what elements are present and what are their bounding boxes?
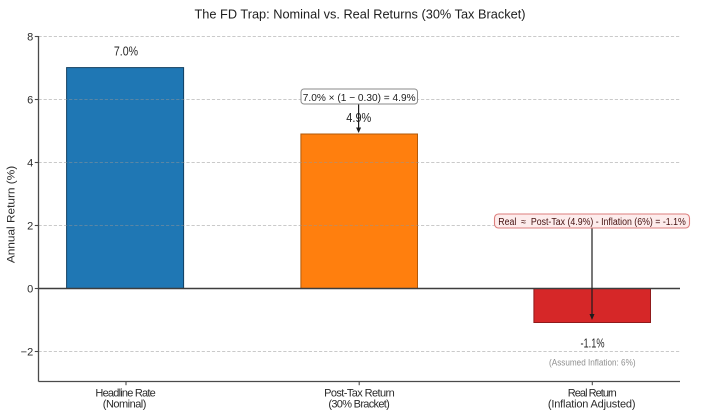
svg-text:(Assumed Inflation: 6%): (Assumed Inflation: 6%) xyxy=(549,357,636,367)
svg-text:Real Return: Real Return xyxy=(568,387,617,399)
svg-text:Headline Rate: Headline Rate xyxy=(95,387,155,399)
svg-text:4: 4 xyxy=(27,157,33,169)
svg-text:(30% Bracket): (30% Bracket) xyxy=(328,398,389,410)
svg-text:-1.1%: -1.1% xyxy=(581,335,605,350)
svg-text:Real ≈ Post-Tax (4.9%) - Inf: Real ≈ Post-Tax (4.9%) - Inflation (6%) … xyxy=(498,217,686,228)
svg-text:Annual Return (%): Annual Return (%) xyxy=(6,166,18,263)
svg-text:−2: −2 xyxy=(21,346,34,358)
svg-text:0: 0 xyxy=(27,283,33,295)
svg-text:The FD Trap: Nominal vs. Real: The FD Trap: Nominal vs. Real Returns (3… xyxy=(195,7,526,22)
svg-text:(Nominal): (Nominal) xyxy=(103,398,147,410)
svg-text:6: 6 xyxy=(27,94,33,106)
svg-text:7.0% × (1 − 0.30) = 4.9%: 7.0% × (1 − 0.30) = 4.9% xyxy=(303,92,416,104)
svg-text:(Inflation Adjusted): (Inflation Adjusted) xyxy=(548,398,636,410)
svg-text:Post-Tax Return: Post-Tax Return xyxy=(324,387,395,399)
svg-text:7.0%: 7.0% xyxy=(114,44,139,59)
svg-text:8: 8 xyxy=(27,31,33,43)
svg-text:2: 2 xyxy=(27,220,33,232)
